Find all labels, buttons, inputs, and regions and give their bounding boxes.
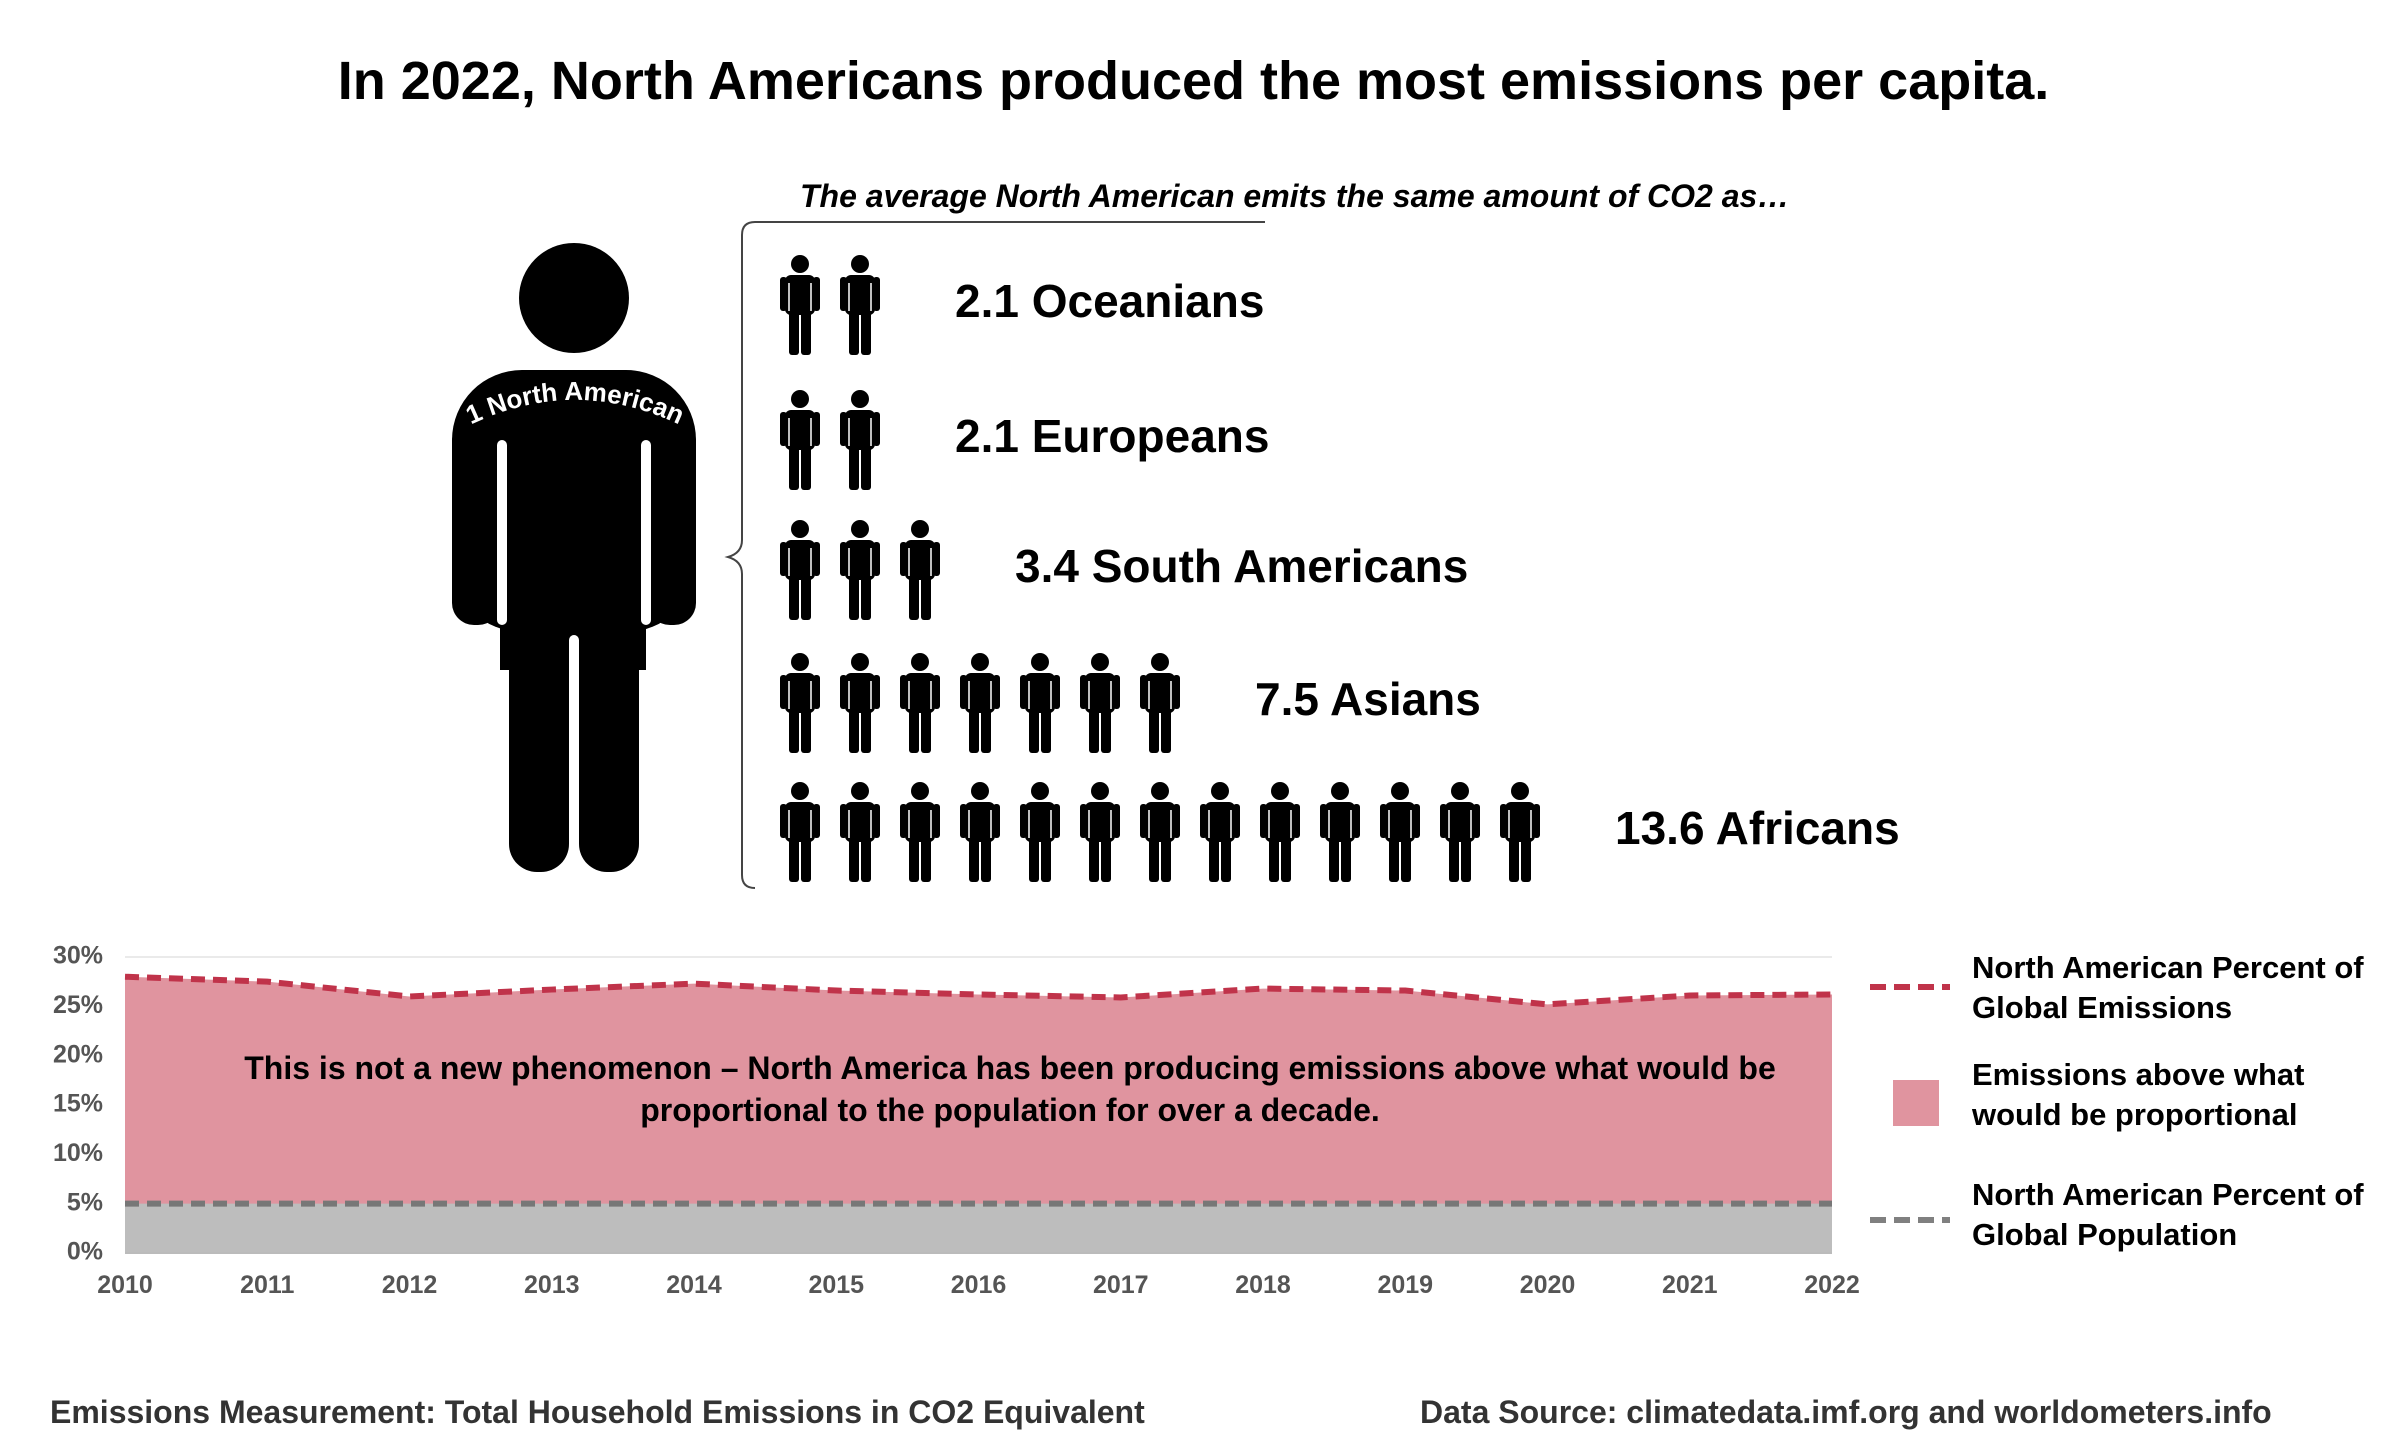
person-icon (840, 255, 880, 355)
person-icon (1320, 782, 1360, 882)
person-icon (900, 782, 940, 882)
y-tick-label: 5% (67, 1188, 103, 1216)
comparison-brace (724, 221, 1265, 889)
person-icon (900, 653, 940, 753)
partial-person-icon (960, 580, 1000, 620)
person-icon (1380, 782, 1420, 882)
comparison-label: 2.1 Oceanians (955, 275, 1264, 327)
person-icon (840, 782, 880, 882)
person-icon (1020, 653, 1060, 753)
x-tick-label: 2018 (1235, 1271, 1291, 1299)
comparison-subtitle: The average North American emits the sam… (800, 178, 1790, 214)
x-tick-label: 2019 (1377, 1271, 1433, 1299)
emissions-above-proportional-area (125, 976, 1832, 1253)
x-tick-label: 2013 (524, 1271, 580, 1299)
legend-population-label: North American Percent of Global Populat… (1972, 1177, 2364, 1253)
legend-area-swatch-icon (1893, 1080, 1939, 1126)
population-area (125, 1203, 1832, 1253)
partial-person-icon (900, 345, 940, 355)
person-icon (780, 255, 820, 355)
person-icon (1020, 782, 1060, 882)
person-icon (780, 782, 820, 882)
y-tick-label: 25% (53, 991, 103, 1019)
x-tick-label: 2016 (951, 1271, 1007, 1299)
partial-person-icon (1200, 703, 1240, 753)
person-icon (840, 390, 880, 490)
x-tick-label: 2012 (382, 1271, 438, 1299)
comparison-row: 2.1 Europeans (780, 390, 1269, 490)
area-chart: 0% 5% 10% 15% 20% 25% 30% 2010 2011 2012 2013 2014… (53, 942, 1950, 1299)
chart-title: In 2022, North Americans produced the mo… (337, 51, 2050, 111)
chart-annotation: This is not a new phenomenon – North Ame… (244, 1050, 1776, 1128)
person-icon (1080, 653, 1120, 753)
y-tick-label: 20% (53, 1040, 103, 1068)
footer-measurement-note: Emissions Measurement: Total Household E… (50, 1394, 1145, 1430)
person-icon (780, 653, 820, 753)
comparison-label: 7.5 Asians (1255, 673, 1481, 725)
person-icon (1080, 782, 1120, 882)
comparison-row: 13.6 Africans (780, 782, 1900, 882)
person-icon (1140, 782, 1180, 882)
comparison-row: 3.4 South Americans (780, 520, 1468, 620)
person-icon (960, 782, 1000, 882)
y-tick-label: 15% (53, 1090, 103, 1118)
person-icon (900, 520, 940, 620)
comparison-row: 7.5 Asians (780, 653, 1481, 753)
partial-person-icon (1560, 822, 1600, 882)
person-icon (840, 653, 880, 753)
person-icon (1200, 782, 1240, 882)
y-tick-label: 10% (53, 1139, 103, 1167)
x-tick-label: 2022 (1804, 1271, 1860, 1299)
comparison-label: 13.6 Africans (1615, 802, 1900, 854)
big-person-icon (452, 243, 696, 872)
x-tick-label: 2020 (1520, 1271, 1576, 1299)
x-tick-label: 2021 (1662, 1271, 1718, 1299)
person-icon (960, 653, 1000, 753)
person-icon (1140, 653, 1180, 753)
person-icon (780, 520, 820, 620)
comparison-label: 2.1 Europeans (955, 410, 1269, 462)
x-tick-label: 2017 (1093, 1271, 1149, 1299)
x-tick-label: 2011 (240, 1271, 294, 1299)
x-tick-label: 2014 (666, 1271, 722, 1299)
comparison-label: 3.4 South Americans (1015, 540, 1468, 592)
person-icon (1500, 782, 1540, 882)
legend-area-label: Emissions above what would be proportion… (1972, 1057, 2305, 1133)
legend-emissions-label: North American Percent of Global Emissio… (1972, 950, 2364, 1026)
person-icon (1440, 782, 1480, 882)
y-tick-label: 30% (53, 942, 103, 970)
partial-person-icon (900, 480, 940, 490)
person-icon (1260, 782, 1300, 882)
y-tick-label: 0% (67, 1238, 103, 1266)
comparison-row: 2.1 Oceanians (780, 255, 1264, 355)
x-tick-label: 2015 (808, 1271, 864, 1299)
footer-data-source: Data Source: climatedata.imf.org and wor… (1420, 1394, 2272, 1430)
person-icon (780, 390, 820, 490)
x-tick-label: 2010 (97, 1271, 153, 1299)
person-icon (840, 520, 880, 620)
